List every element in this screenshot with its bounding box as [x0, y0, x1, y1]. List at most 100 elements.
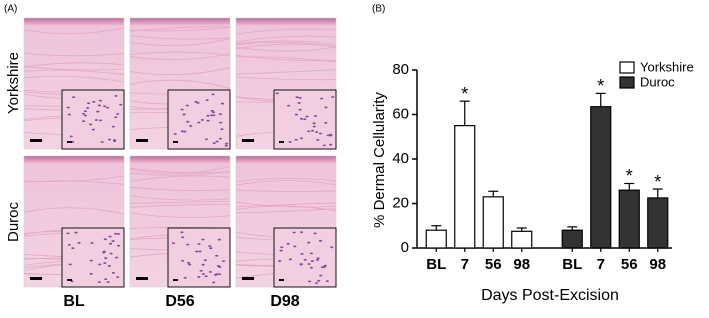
bar [511, 230, 533, 249]
nucleus [100, 141, 104, 143]
nucleus [315, 259, 320, 261]
nucleus [303, 118, 307, 121]
inset [273, 227, 337, 288]
bar [454, 125, 476, 249]
nucleus [298, 108, 302, 111]
row-label: Duroc [5, 201, 22, 242]
nucleus [183, 276, 187, 279]
nucleus [211, 281, 216, 284]
nucleus [197, 121, 201, 124]
nucleus [310, 260, 314, 262]
fiber [129, 35, 231, 40]
nucleus [107, 265, 111, 267]
nucleus [298, 96, 302, 99]
nucleus [224, 142, 229, 145]
fiber [235, 28, 337, 35]
nucleus [303, 258, 307, 261]
nucleus [89, 259, 93, 262]
nucleus [74, 231, 78, 234]
nucleus [196, 102, 200, 104]
nucleus [326, 134, 330, 137]
significance-marker: * [654, 172, 661, 192]
nucleus [314, 282, 319, 284]
nucleus [69, 135, 73, 138]
nucleus [279, 249, 283, 252]
fiber [23, 207, 125, 215]
nucleus [90, 242, 94, 244]
nucleus [299, 117, 304, 120]
fiber [235, 35, 337, 43]
nucleus [67, 113, 71, 116]
fiber [235, 208, 337, 214]
nucleus [116, 113, 120, 115]
nucleus [278, 260, 282, 262]
bar [561, 229, 583, 249]
nucleus [89, 272, 93, 275]
nucleus [187, 261, 191, 264]
nucleus [220, 128, 224, 130]
nucleus [83, 114, 88, 117]
nucleus [66, 232, 70, 235]
nucleus [181, 259, 185, 262]
nucleus [116, 276, 120, 278]
nucleus [323, 264, 327, 267]
fiber [23, 69, 125, 76]
nucleus [307, 130, 311, 133]
nucleus [208, 270, 212, 273]
nucleus [198, 250, 202, 253]
nucleus [305, 115, 309, 118]
scale-bar [242, 139, 254, 142]
nucleus [119, 103, 123, 106]
nucleus [82, 120, 86, 123]
fiber [23, 66, 125, 71]
bar [425, 229, 447, 249]
nucleus [97, 281, 101, 284]
nucleus [288, 141, 292, 143]
nucleus [104, 257, 108, 259]
legend-swatch [619, 76, 635, 89]
inset [167, 89, 231, 150]
nucleus [106, 281, 110, 283]
x-tick-label: 98 [649, 256, 666, 273]
nucleus [204, 138, 209, 141]
nucleus [316, 257, 320, 260]
nucleus [313, 232, 317, 235]
nucleus [91, 128, 95, 131]
nucleus [185, 104, 189, 107]
nucleus [319, 274, 323, 277]
fiber [235, 177, 337, 182]
nucleus [213, 274, 218, 276]
fiber [235, 180, 337, 186]
nucleus [331, 96, 335, 98]
nucleus [324, 121, 328, 124]
fiber [23, 62, 125, 68]
nucleus [317, 279, 321, 282]
nucleus [108, 242, 113, 245]
scale-bar [30, 139, 42, 142]
nucleus [189, 125, 193, 127]
nucleus [98, 99, 103, 102]
nucleus [98, 119, 103, 122]
nucleus [71, 247, 75, 250]
legend-label: Duroc [640, 74, 675, 89]
fiber [129, 200, 231, 204]
fiber [129, 67, 231, 76]
significance-marker: * [597, 76, 604, 96]
nucleus [216, 265, 220, 267]
fiber [23, 180, 125, 185]
nucleus [309, 252, 314, 255]
nucleus [218, 137, 223, 140]
nucleus [81, 112, 86, 115]
nucleus [330, 246, 334, 249]
nucleus [182, 113, 186, 116]
scale-bar [279, 141, 284, 143]
nucleus [103, 262, 107, 264]
col-label: D56 [165, 293, 194, 310]
nucleus [318, 132, 323, 135]
nucleus [322, 266, 326, 268]
fiber [23, 75, 125, 83]
fiber [129, 165, 231, 174]
nucleus [201, 238, 205, 241]
nucleus [299, 263, 303, 265]
